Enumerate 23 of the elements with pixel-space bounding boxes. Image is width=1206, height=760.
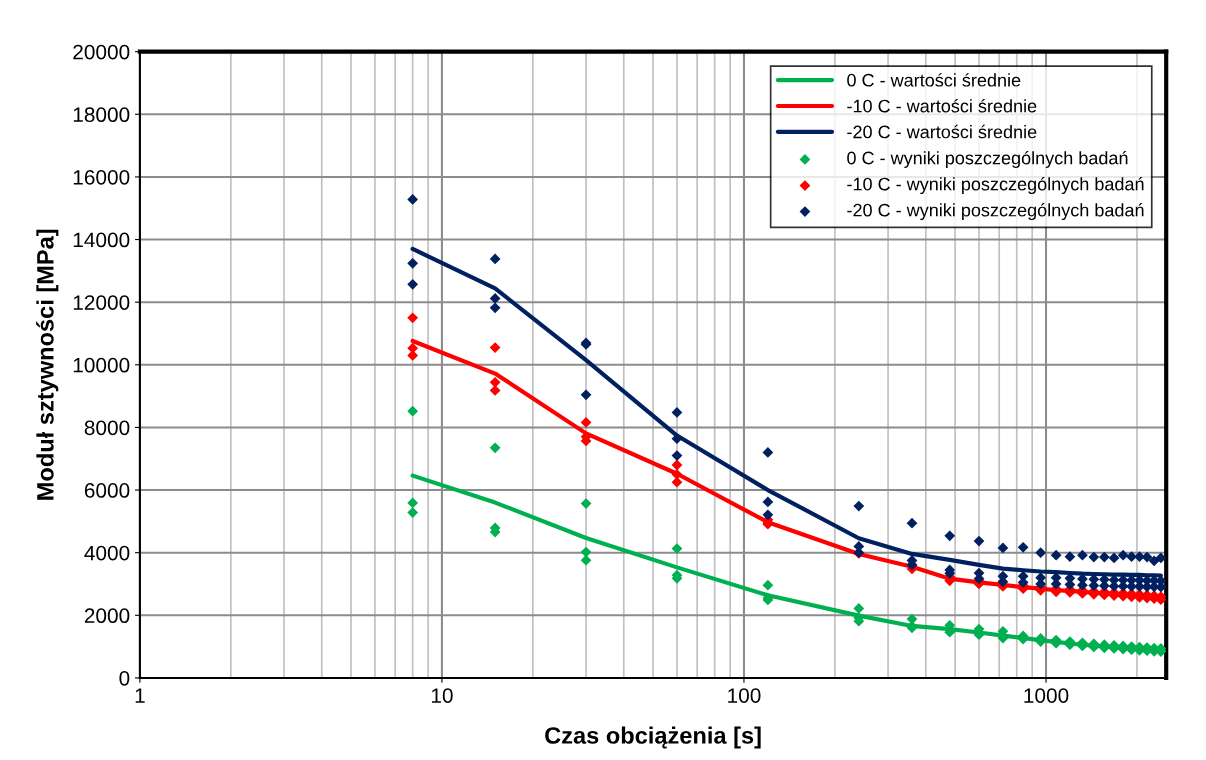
y-tick-label: 10000 — [73, 357, 130, 373]
y-tick-label: 14000 — [73, 232, 130, 248]
y-tick-label: 20000 — [73, 44, 130, 60]
legend-label: 0 C - wyniki poszczególnych badań — [847, 150, 1128, 168]
y-tick-label: 16000 — [73, 169, 130, 185]
y-tick-label: 12000 — [73, 295, 130, 310]
x-axis-title: Czas obciążenia [s] — [545, 726, 761, 749]
legend-label: 0 C - wartości średnie — [847, 73, 1021, 87]
legend-label: -20 C - wartości średnie — [847, 124, 1037, 139]
y-tick-label: 18000 — [73, 107, 130, 123]
x-tick-label: 1000 — [1024, 688, 1069, 703]
x-tick-label: 100 — [728, 688, 761, 703]
y-tick-label: 4000 — [84, 545, 130, 561]
y-tick-label: 0 — [119, 670, 130, 686]
y-tick-label: 6000 — [84, 483, 130, 498]
x-tick-label: 10 — [431, 688, 453, 703]
x-tick-label: 1 — [135, 688, 145, 703]
legend-label: -10 C - wartości średnie — [847, 98, 1037, 113]
legend-label: -10 C - wyniki poszczególnych badań — [847, 176, 1144, 195]
legend-label: -20 C - wyniki poszczególnych badań — [847, 203, 1144, 221]
y-axis-title: Moduł sztywności [MPa] — [36, 229, 59, 500]
y-tick-label: 2000 — [84, 608, 130, 624]
y-tick-label: 8000 — [84, 420, 130, 436]
